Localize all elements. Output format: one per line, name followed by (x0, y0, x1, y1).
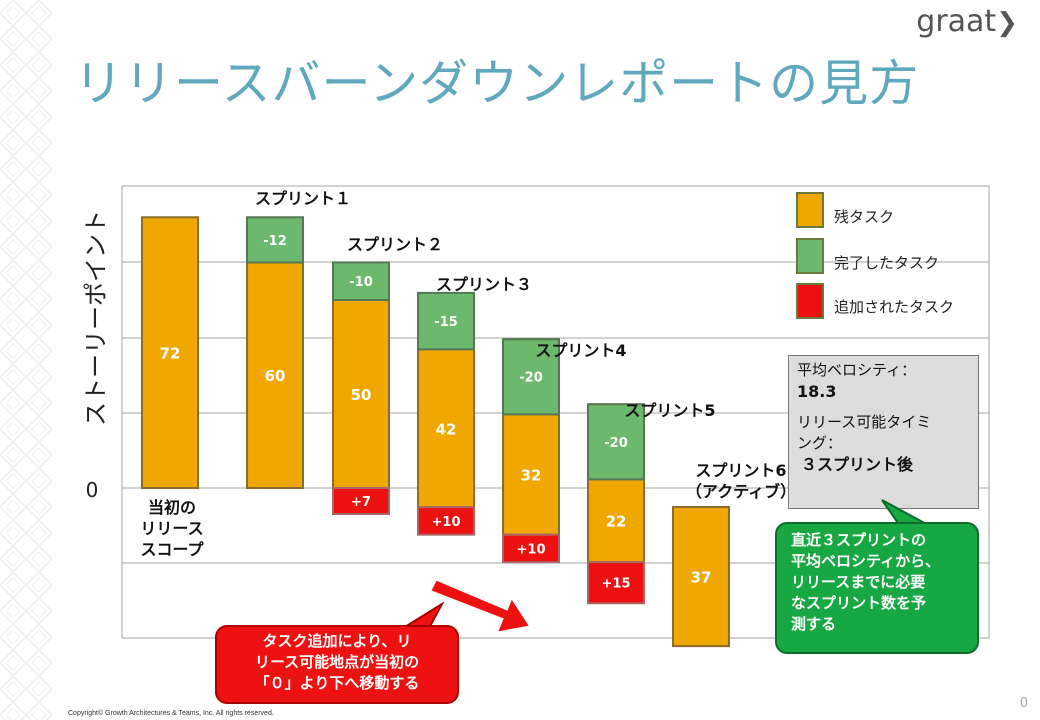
release-timing-label-cont: ング： (797, 434, 843, 452)
velocity-label: 平均ベロシティ： (797, 361, 917, 379)
bar-remaining-value: 72 (160, 345, 181, 363)
copyright-footer: Copyright© Growth Architectures & Teams,… (68, 710, 274, 717)
y-zero-tick-label: 0 (86, 478, 99, 502)
red-callout-line: タスク追加により、リ (262, 632, 412, 650)
bar-added-value: +7 (351, 495, 371, 510)
category-label: スプリント5 (624, 401, 715, 420)
category-label: リリース (140, 519, 203, 538)
green-callout-line: 測する (791, 615, 837, 633)
release-timing-value: ３スプリント後 (801, 455, 914, 474)
bar-added (502, 533, 560, 564)
bar-completed-value: -12 (263, 234, 287, 249)
bar-completed (417, 291, 475, 351)
bar-added (417, 506, 475, 536)
green-callout-line: 平均ベロシティから、 (791, 552, 941, 570)
legend-label-added: 追加されたタスク (834, 298, 955, 316)
red-callout-line: リース可能地点が当初の (254, 653, 420, 671)
release-timing-label: リリース可能タイミ (797, 413, 932, 431)
red-callout: タスク追加により、リ リース可能地点が当初の 「０」より下へ移動する (215, 625, 459, 704)
page-number: 0 (1019, 696, 1028, 711)
bar-remaining-value: 37 (691, 569, 712, 587)
category-label: スプリント6 (695, 461, 786, 480)
bar-remaining-value: 50 (351, 386, 372, 404)
category-label: スプリント１ (255, 189, 351, 208)
green-callout-line: なスプリント数を予 (791, 594, 927, 612)
velocity-summary-box: 平均ベロシティ： 18.3 リリース可能タイミ ング： ３スプリント後 (788, 355, 979, 509)
y-axis-label: ストーリーポイント (82, 210, 110, 426)
legend-swatch-added (796, 283, 824, 319)
chevron-logo-icon: ❯ (996, 8, 1018, 38)
bar-completed-value: -20 (604, 436, 628, 451)
category-label: （アクティブ） (686, 482, 796, 501)
bar-added-value: +10 (432, 515, 461, 530)
red-callout-line: 「０」より下へ移動する (254, 674, 420, 692)
category-label: スプリント4 (535, 341, 626, 360)
bar-completed-value: -15 (434, 315, 458, 330)
bar-remaining-value: 22 (606, 513, 627, 531)
legend-swatch-completed (796, 238, 824, 274)
bar-added-value: +15 (602, 577, 631, 592)
green-callout-line: リリースまでに必要 (791, 573, 926, 591)
plot-area-frame (121, 185, 990, 639)
legend-label-completed: 完了したタスク (834, 254, 940, 272)
green-callout: 直近３スプリントの 平均ベロシティから、 リリースまでに必要 なスプリント数を予… (775, 522, 979, 654)
bar-completed (502, 338, 560, 416)
bar-completed (246, 216, 304, 264)
bar-completed-value: -10 (349, 275, 373, 290)
bar-completed-value: -20 (519, 371, 543, 386)
bar-remaining-value: 60 (265, 367, 286, 385)
category-label: スプリント２ (347, 235, 443, 254)
bar-remaining (141, 216, 199, 489)
bar-added-value: +10 (517, 542, 546, 557)
bar-added (587, 561, 645, 605)
bar-remaining (502, 413, 560, 536)
bar-remaining-value: 42 (436, 420, 457, 438)
category-label: スプリント３ (436, 275, 532, 294)
legend-label-remaining: 残タスク (834, 208, 895, 226)
category-label: スコープ (140, 540, 204, 559)
bar-remaining (672, 506, 730, 648)
green-callout-line: 直近３スプリントの (791, 531, 927, 549)
page-title: リリースバーンダウンレポートの見方 (74, 55, 920, 112)
red-arrow-icon (431, 580, 529, 632)
category-label: 当初の (148, 498, 196, 517)
legend-swatch-remaining (796, 192, 824, 228)
decorative-pattern (0, 0, 52, 720)
bar-remaining-value: 32 (521, 467, 542, 485)
velocity-value: 18.3 (797, 382, 837, 401)
graat-logo: graat❯ (916, 4, 1018, 39)
bar-completed (587, 403, 645, 481)
bar-completed (332, 261, 390, 301)
bar-added (332, 487, 390, 515)
